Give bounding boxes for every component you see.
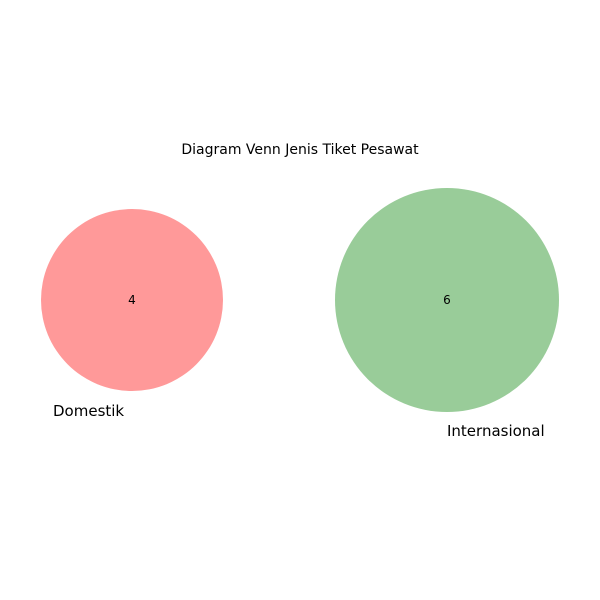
set-label-domestik: Domestik — [53, 402, 124, 420]
set-label-internasional: Internasional — [447, 422, 545, 440]
set-circle-domestik — [41, 209, 223, 391]
set-count-domestik: 4 — [128, 293, 136, 307]
set-count-internasional: 6 — [443, 293, 451, 307]
set-circle-internasional — [335, 188, 559, 412]
diagram-title: Diagram Venn Jenis Tiket Pesawat — [181, 142, 419, 158]
